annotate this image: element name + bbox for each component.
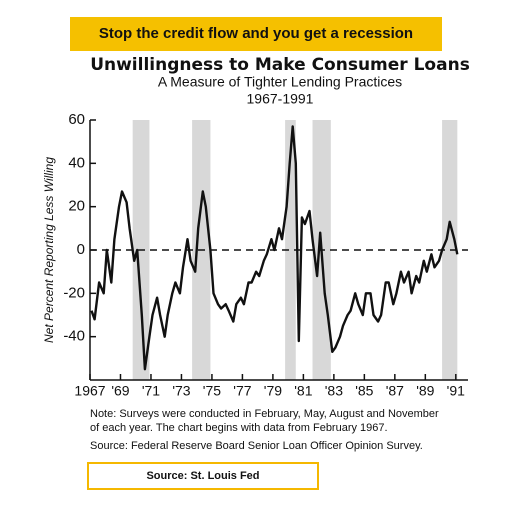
data-line: [90, 125, 459, 371]
recession-shade: [442, 120, 458, 380]
y-axis-label: Net Percent Reporting Less Willing: [42, 157, 56, 343]
x-tick-label: '71: [142, 383, 160, 399]
x-tick-label: '87: [386, 383, 404, 399]
banner-box: [70, 17, 442, 51]
x-tick-label: '75: [203, 383, 221, 399]
y-tick-label: 60: [68, 111, 85, 128]
source: Source: Federal Reserve Board Senior Loa…: [90, 440, 423, 452]
chart-subtitle: A Measure of Tighter Lending Practices: [158, 74, 402, 90]
recession-shade: [285, 120, 296, 380]
x-tick-label: '89: [416, 383, 434, 399]
chart-title: Unwillingness to Make Consumer Loans: [90, 55, 470, 75]
y-tick-label: 40: [68, 154, 85, 171]
note: of each year. The chart begins with data…: [90, 422, 388, 434]
note: Note: Surveys were conducted in February…: [90, 408, 439, 420]
y-tick-label: 20: [68, 198, 85, 215]
banner: Stop the credit flow and you get a reces…: [99, 25, 413, 42]
x-tick-label: '79: [264, 383, 282, 399]
x-tick-label: 1967: [74, 383, 105, 399]
credit: Source: St. Louis Fed: [146, 470, 259, 482]
y-tick-label: -40: [63, 328, 85, 345]
y-tick-label: 0: [77, 241, 85, 258]
x-tick-label: '91: [447, 383, 465, 399]
x-tick-label: '73: [172, 383, 190, 399]
x-tick-label: '77: [233, 383, 251, 399]
x-tick-label: '81: [294, 383, 312, 399]
y-tick-label: -20: [63, 284, 85, 301]
credit-box: [87, 462, 319, 490]
chart-period: 1967-1991: [247, 91, 314, 107]
x-tick-label: '69: [111, 383, 129, 399]
x-tick-label: '85: [355, 383, 373, 399]
x-tick-label: '83: [325, 383, 343, 399]
